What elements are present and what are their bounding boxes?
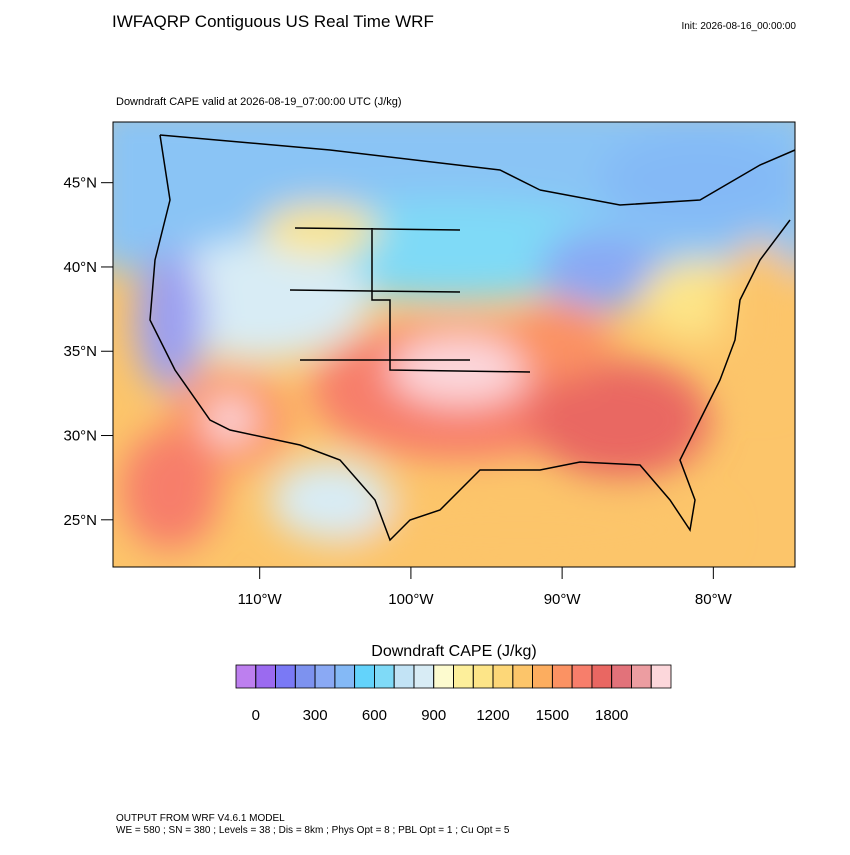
map-frame	[112, 121, 796, 568]
lon-tick-label: 100°W	[388, 591, 434, 608]
lat-tick-label: 35°N	[63, 343, 97, 360]
colorbar-box	[294, 664, 316, 689]
subtitle: Downdraft CAPE valid at 2026-08-19_07:00…	[116, 96, 402, 108]
colorbar-tick-label: 0	[252, 707, 260, 724]
lon-tick-label: 80°W	[695, 591, 733, 608]
colorbar-box	[492, 664, 514, 689]
colorbar-box	[512, 664, 533, 689]
colorbar-title: Downdraft CAPE (J/kg)	[371, 643, 536, 660]
colorbar-box	[314, 664, 336, 689]
colorbar-box	[235, 664, 257, 689]
init-time: Init: 2026-08-16_00:00:00	[681, 21, 796, 32]
colorbar-box	[393, 664, 415, 689]
lat-tick-label: 30°N	[63, 428, 97, 445]
colorbar-box	[611, 664, 632, 689]
colorbar-box	[334, 664, 356, 689]
colorbar-box	[413, 664, 435, 689]
colorbar-tick-label: 300	[303, 707, 328, 724]
colorbar-box	[571, 664, 593, 689]
colorbar-tick-label: 600	[362, 707, 387, 724]
colorbar-box	[453, 664, 474, 689]
colorbar-box	[631, 664, 652, 689]
colorbar-tick-label: 900	[421, 707, 446, 724]
colorbar-box	[255, 664, 276, 689]
colorbar-box	[650, 664, 672, 689]
colorbar-box	[354, 664, 375, 689]
colorbar-box	[374, 664, 395, 689]
colorbar-box	[472, 664, 494, 689]
lon-tick-label: 90°W	[544, 591, 582, 608]
colorbar-tick-label: 1800	[595, 707, 628, 724]
borders	[149, 134, 795, 542]
title: IWFAQRP Contiguous US Real Time WRF	[112, 12, 434, 31]
lat-tick-label: 45°N	[63, 175, 97, 192]
colorbar-box	[433, 664, 454, 689]
colorbar-box	[532, 664, 553, 689]
colorbar-tick-label: 1500	[536, 707, 569, 724]
map-field	[113, 122, 795, 567]
colorbar-tick-label: 1200	[476, 707, 509, 724]
colorbar-box	[591, 664, 613, 689]
colorbar-box	[551, 664, 573, 689]
lat-tick-label: 25°N	[63, 512, 97, 529]
footer-line: OUTPUT FROM WRF V4.6.1 MODEL	[116, 813, 285, 824]
lat-tick-label: 40°N	[63, 259, 97, 276]
colorbar-box	[275, 664, 296, 689]
lon-tick-label: 110°W	[238, 591, 283, 608]
footer-line: WE = 580 ; SN = 380 ; Levels = 38 ; Dis …	[116, 825, 510, 836]
